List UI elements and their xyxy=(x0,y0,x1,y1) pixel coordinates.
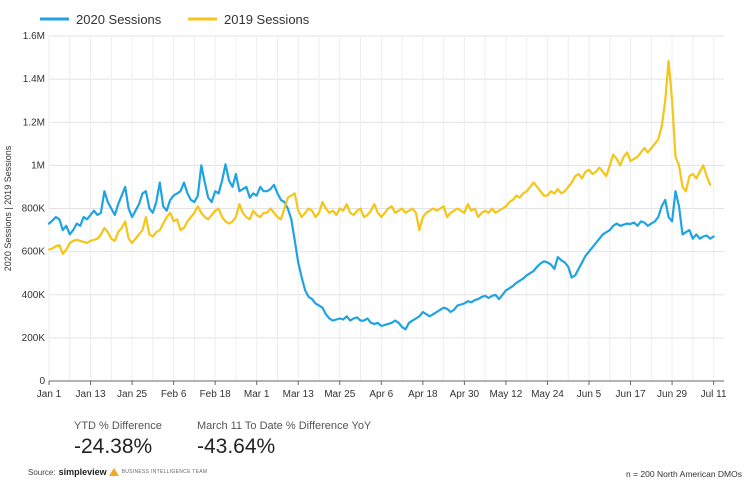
x-tick-label: Jun 17 xyxy=(616,389,646,400)
brand-subtitle: BUSINESS INTELLIGENCE TEAM xyxy=(121,469,208,475)
brand-name: simpleview xyxy=(58,467,107,477)
y-tick-label: 200K xyxy=(22,333,46,344)
x-tick-label: Jan 1 xyxy=(37,389,62,400)
x-axis-ticks: Jan 1 Jan 13 Jan 25 Feb 6 Feb 18 Mar 1 Mar 13 M… xyxy=(37,381,727,400)
ytd-difference-value: -24.38% xyxy=(74,435,153,458)
x-tick-label: Jan 13 xyxy=(76,389,106,400)
ytd-difference-stat: YTD % Difference -24.38% xyxy=(74,420,162,459)
x-tick-label: Apr 6 xyxy=(369,389,393,400)
2019-sessions-legend-label: 2019 Sessions xyxy=(224,12,310,27)
sample-size-note: n = 200 North American DMOs xyxy=(626,469,742,479)
x-tick-label: May 24 xyxy=(531,389,564,400)
x-tick-label: Mar 13 xyxy=(283,389,315,400)
march-to-date-difference-value: -43.64% xyxy=(197,435,276,458)
y-tick-label: 600K xyxy=(22,247,46,258)
y-tick-label: 0 xyxy=(39,376,45,387)
y-axis-label: 2020 Sessions | 2019 Sessions xyxy=(3,145,13,271)
2020-sessions-line xyxy=(47,163,715,331)
y-axis-ticks: 0 200K 400K 600K 800K 1M 1.2M 1.4M 1.6M xyxy=(22,31,46,387)
y-tick-label: 800K xyxy=(22,204,46,215)
series-lines xyxy=(47,59,715,331)
x-tick-label: Mar 1 xyxy=(244,389,270,400)
x-tick-label: May 12 xyxy=(490,389,523,400)
x-tick-label: Apr 30 xyxy=(450,389,480,400)
brand-logo-icon xyxy=(108,468,119,476)
gridlines xyxy=(48,35,724,381)
y-tick-label: 400K xyxy=(22,290,46,301)
x-tick-label: Feb 6 xyxy=(161,389,187,400)
y-tick-label: 1.4M xyxy=(23,74,45,85)
march-to-date-difference-stat: March 11 To Date % Difference YoY -43.64… xyxy=(197,420,371,459)
x-tick-label: Jun 5 xyxy=(577,389,602,400)
2020-sessions-legend-label: 2020 Sessions xyxy=(76,12,162,27)
march-to-date-difference-label: March 11 To Date % Difference YoY xyxy=(197,420,372,432)
x-tick-label: Jan 25 xyxy=(117,389,147,400)
x-tick-label: Mar 25 xyxy=(324,389,356,400)
x-tick-label: Jul 11 xyxy=(701,389,727,400)
y-tick-label: 1.2M xyxy=(23,117,45,128)
legend[interactable]: 2020 Sessions 2019 Sessions xyxy=(40,12,310,27)
y-tick-label: 1.6M xyxy=(23,31,45,42)
x-tick-label: Jun 29 xyxy=(657,389,687,400)
ytd-difference-label: YTD % Difference xyxy=(74,420,162,432)
x-tick-label: Apr 18 xyxy=(408,389,438,400)
2019-sessions-line xyxy=(47,59,712,255)
x-tick-label: Feb 18 xyxy=(200,389,232,400)
y-tick-label: 1M xyxy=(31,160,45,171)
source-attribution: Source: simpleview BUSINESS INTELLIGENCE… xyxy=(28,467,207,477)
source-label: Source: xyxy=(28,467,56,477)
